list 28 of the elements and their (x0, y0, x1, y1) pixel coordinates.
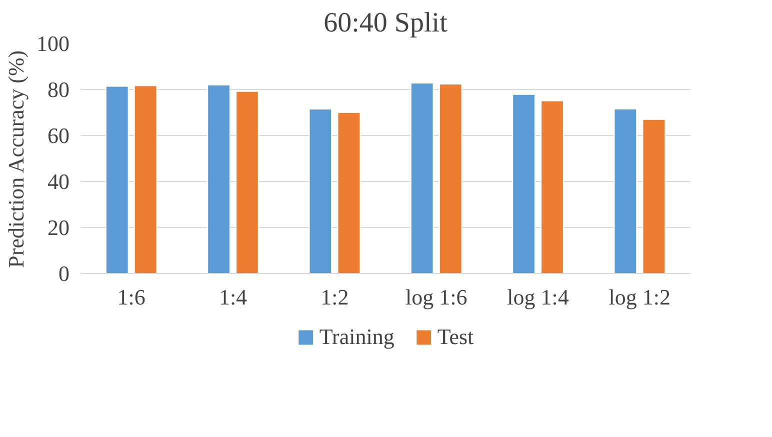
bar (207, 84, 230, 274)
legend-label: Training (319, 324, 394, 350)
bar (134, 85, 158, 274)
chart-title: 60:40 Split (324, 8, 448, 38)
y-tick-label: 0 (58, 261, 70, 286)
x-tick-label: log 1:6 (405, 284, 468, 310)
x-tick-label: 1:6 (117, 284, 146, 310)
y-tick-label: 40 (48, 169, 70, 194)
y-axis-title: Prediction Accuracy (%) (4, 50, 28, 268)
bar (308, 108, 332, 274)
bar (410, 82, 434, 274)
legend-label: Test (437, 324, 474, 350)
x-tick-label: log 1:4 (507, 284, 569, 310)
bar (337, 112, 361, 274)
bar (540, 100, 564, 274)
bar (512, 94, 536, 274)
x-tick-label: 1:4 (218, 284, 248, 310)
bar (438, 83, 462, 274)
y-tick-label: 60 (48, 123, 70, 148)
y-tick-label: 100 (36, 31, 70, 56)
y-tick-label: 20 (48, 215, 70, 240)
bar (642, 118, 666, 274)
bar (105, 86, 129, 274)
x-tick-label: log 1:2 (608, 284, 671, 310)
bar (614, 108, 638, 274)
bar (236, 90, 259, 274)
y-tick-label: 80 (48, 77, 70, 102)
x-tick-label: 1:2 (320, 284, 349, 310)
